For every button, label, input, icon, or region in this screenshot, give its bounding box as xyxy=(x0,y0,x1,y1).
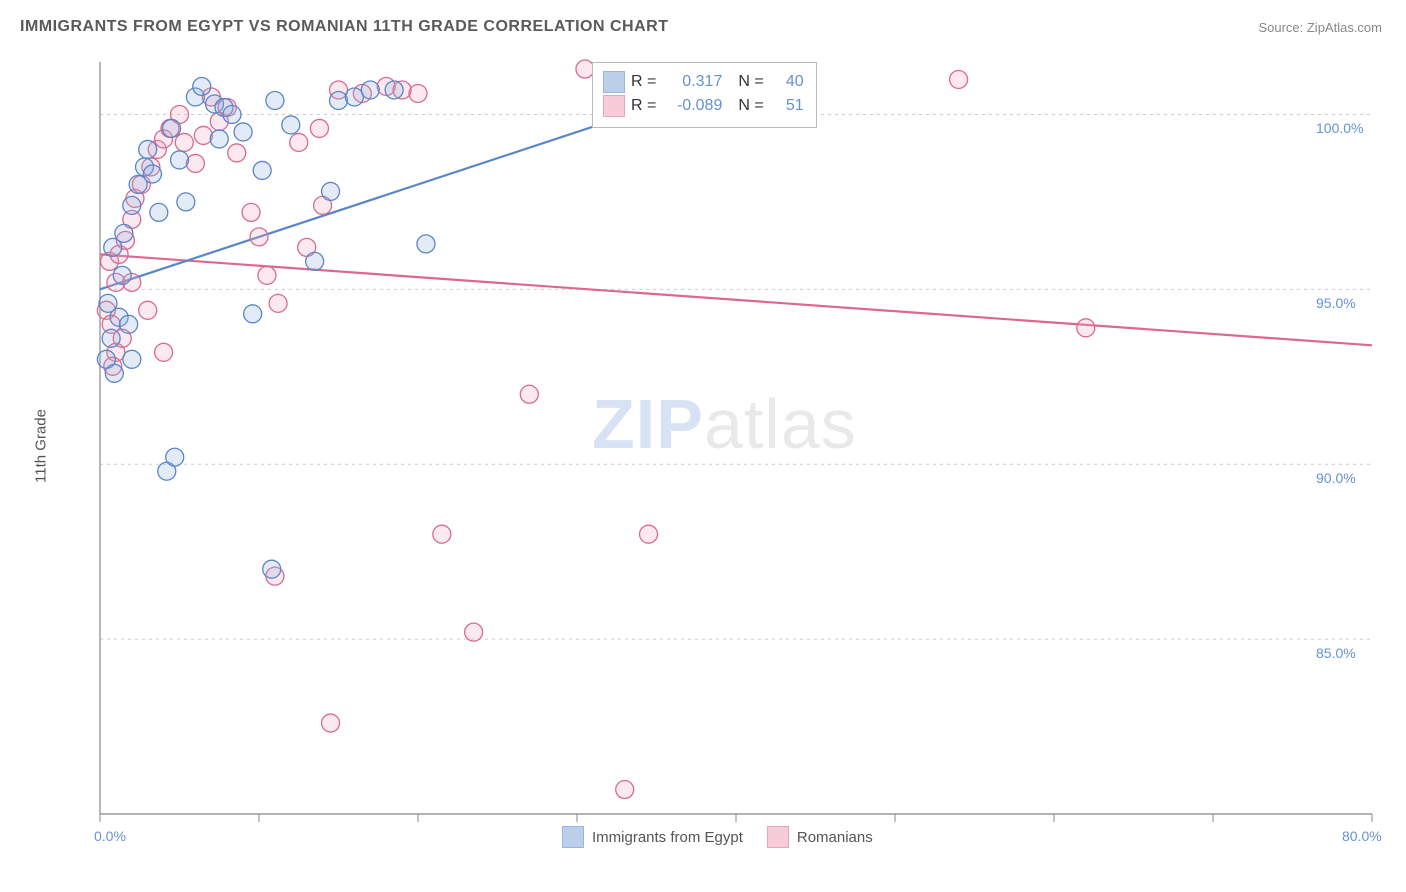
source-prefix: Source: xyxy=(1258,20,1306,35)
legend-swatch xyxy=(562,826,584,848)
legend-stats-row: R = -0.089 N = 51 xyxy=(603,95,804,117)
y-tick-label: 85.0% xyxy=(1316,645,1356,661)
scatter-chart-svg xyxy=(52,44,1382,844)
x-tick-label: 80.0% xyxy=(1342,828,1382,844)
legend-stats-row: R = 0.317 N = 40 xyxy=(603,71,804,93)
legend-r-label: R = xyxy=(631,97,656,115)
legend-stats-box: R = 0.317 N = 40 R = -0.089 N = 51 xyxy=(592,62,817,128)
bottom-legend-label: Romanians xyxy=(797,829,873,846)
y-axis-label: 11th Grade xyxy=(32,409,49,483)
legend-n-label: N = xyxy=(738,73,763,91)
legend-swatch xyxy=(603,71,625,93)
bottom-legend-item: Romanians xyxy=(767,826,873,848)
legend-n-label: N = xyxy=(738,97,763,115)
bottom-legend-label: Immigrants from Egypt xyxy=(592,829,743,846)
legend-n-value: 40 xyxy=(770,73,804,91)
y-tick-label: 90.0% xyxy=(1316,470,1356,486)
chart-title: IMMIGRANTS FROM EGYPT VS ROMANIAN 11TH G… xyxy=(20,18,669,36)
source-attribution: Source: ZipAtlas.com xyxy=(1258,20,1382,35)
legend-r-value: -0.089 xyxy=(662,97,722,115)
x-tick-label: 0.0% xyxy=(94,828,126,844)
y-tick-label: 100.0% xyxy=(1316,120,1363,136)
chart-area: ZIPatlas R =0.317N =40R =-0.089N =51 Imm… xyxy=(52,44,1382,844)
y-tick-label: 95.0% xyxy=(1316,295,1356,311)
bottom-legend-item: Immigrants from Egypt xyxy=(562,826,743,848)
legend-swatch xyxy=(603,95,625,117)
legend-r-label: R = xyxy=(631,73,656,91)
legend-r-value: 0.317 xyxy=(662,73,722,91)
bottom-legend: Immigrants from Egypt Romanians xyxy=(562,826,873,848)
source-name: ZipAtlas.com xyxy=(1307,20,1382,35)
legend-swatch xyxy=(767,826,789,848)
legend-n-value: 51 xyxy=(770,97,804,115)
